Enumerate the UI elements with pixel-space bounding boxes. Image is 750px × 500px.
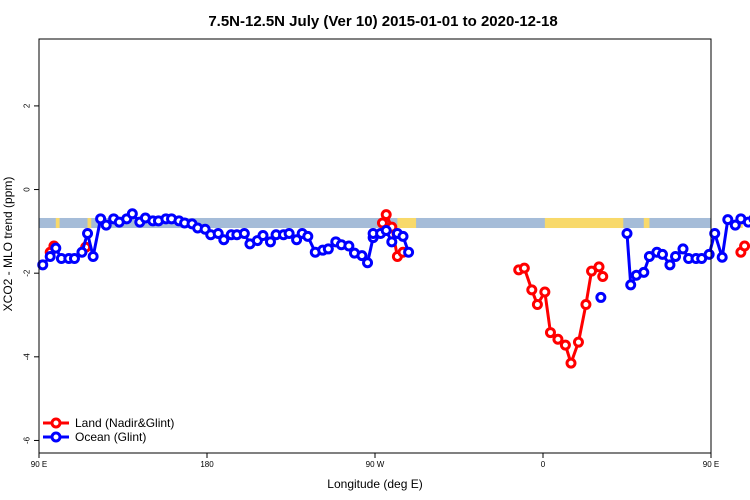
data-point — [580, 299, 592, 311]
data-point — [87, 250, 99, 262]
chart-title: 7.5N-12.5N July (Ver 10) 2015-01-01 to 2… — [208, 13, 557, 30]
data-point — [565, 357, 577, 369]
data-point — [656, 248, 668, 260]
band-land-segment — [55, 217, 60, 229]
data-point — [218, 234, 230, 246]
y-tick-label: -4 — [23, 353, 32, 361]
data-point — [518, 262, 530, 274]
y-tick-label: 2 — [23, 103, 32, 108]
data-point — [552, 333, 564, 345]
data-point — [716, 251, 728, 263]
data-point — [739, 240, 750, 252]
band-land-segment — [544, 217, 624, 229]
series-land — [44, 209, 750, 369]
data-point — [572, 336, 584, 348]
data-point — [559, 339, 571, 351]
data-point — [380, 209, 392, 221]
data-point — [531, 299, 543, 311]
data-point — [593, 261, 605, 273]
data-point — [238, 227, 250, 239]
data-point — [403, 246, 415, 258]
band-land-segment — [87, 217, 92, 229]
data-point — [703, 248, 715, 260]
data-point — [50, 242, 62, 254]
x-tick-label: 180 — [200, 460, 214, 469]
data-point — [539, 286, 551, 298]
x-tick-label: 0 — [541, 460, 546, 469]
data-point — [380, 225, 392, 237]
band-land-segment — [643, 217, 650, 229]
data-point — [386, 236, 398, 248]
data-point — [44, 250, 56, 262]
data-point — [283, 227, 295, 239]
data-point — [670, 250, 682, 262]
y-tick-label: -6 — [23, 436, 32, 444]
axes: 90 E 180 90 W 0 90 E 2 0 -2 -4 -6 — [23, 38, 719, 469]
data-point — [76, 246, 88, 258]
x-tick-label: 90 E — [703, 460, 719, 469]
data-point — [95, 213, 107, 225]
data-point — [397, 230, 409, 242]
data-point — [597, 271, 609, 283]
legend-background — [40, 413, 185, 447]
legend: Land (Nadir&Glint) Ocean (Glint) — [40, 413, 185, 447]
data-point — [544, 327, 556, 339]
y-tick-label: 0 — [23, 187, 32, 192]
data-point — [322, 243, 334, 255]
data-point — [664, 259, 676, 271]
data-point — [291, 234, 303, 246]
series-line — [518, 265, 605, 365]
plot-frame — [38, 38, 712, 454]
legend-land-label: Land (Nadir&Glint) — [75, 416, 174, 430]
data-point — [677, 243, 689, 255]
band-ocean — [39, 217, 711, 229]
data-point — [638, 266, 650, 278]
band-land-segment — [397, 217, 417, 229]
data-point — [343, 240, 355, 252]
data-point — [729, 219, 741, 231]
y-tick-label: -2 — [23, 269, 32, 277]
data-point — [621, 227, 633, 239]
data-point — [356, 250, 368, 262]
legend-land-marker — [50, 417, 62, 429]
x-tick-label: 90 E — [31, 460, 47, 469]
data-point — [126, 208, 138, 220]
x-axis-label: Longitude (deg E) — [327, 477, 422, 491]
data-point — [100, 219, 112, 231]
data-point — [722, 214, 734, 226]
legend-ocean-marker — [50, 431, 62, 443]
x-tick-label: 90 W — [366, 460, 385, 469]
data-point — [362, 257, 374, 269]
y-axis-label: XCO2 - MLO trend (ppm) — [1, 177, 15, 312]
series-layer — [37, 208, 750, 369]
data-point — [625, 279, 637, 291]
data-point — [742, 216, 750, 228]
data-point — [526, 284, 538, 296]
data-point — [37, 259, 49, 271]
data-point — [212, 227, 224, 239]
data-point — [82, 227, 94, 239]
legend-ocean-label: Ocean (Glint) — [75, 430, 146, 444]
data-point — [595, 291, 607, 303]
data-point — [264, 236, 276, 248]
data-point — [302, 230, 314, 242]
data-point — [257, 230, 269, 242]
series-ocean — [37, 208, 750, 303]
data-point — [709, 227, 721, 239]
data-point — [68, 253, 80, 265]
